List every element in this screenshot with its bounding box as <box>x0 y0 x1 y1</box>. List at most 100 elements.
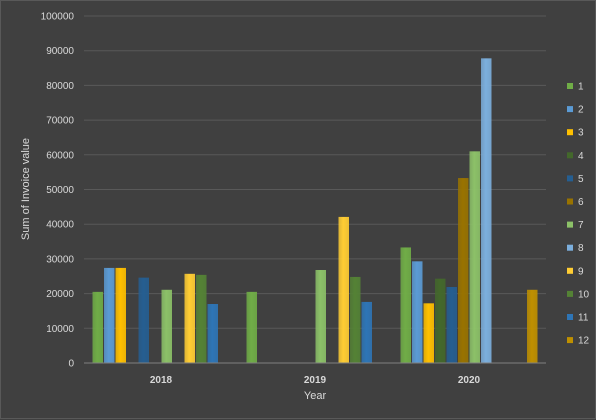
y-tick-label: 0 <box>68 359 74 370</box>
legend-swatch <box>567 337 573 344</box>
bar <box>161 289 172 363</box>
legend-label: 6 <box>578 197 584 208</box>
legend-item: 11 <box>567 313 589 324</box>
legend-label: 10 <box>578 289 590 300</box>
axes: 0 10000 20000 30000 40000 50000 60000 70000 8000… <box>41 12 546 386</box>
gridlines <box>84 15 546 329</box>
legend-item: 7 <box>567 220 584 231</box>
legend-label: 11 <box>578 313 589 324</box>
bar-rect <box>161 289 172 363</box>
legend-label: 9 <box>578 266 584 277</box>
bar-rect <box>207 304 218 363</box>
legend-swatch <box>567 106 573 113</box>
y-tick-label: 90000 <box>46 46 74 57</box>
legend-item: 9 <box>567 266 584 277</box>
legend-swatch <box>567 290 573 297</box>
y-tick-label: 50000 <box>46 185 74 196</box>
y-tick-label: 70000 <box>46 116 74 127</box>
bar <box>184 273 195 363</box>
bar <box>423 303 434 363</box>
legend-item: 1 <box>567 82 584 93</box>
legend-swatch <box>567 244 573 251</box>
legend-swatch <box>567 314 573 320</box>
bar <box>481 58 492 364</box>
legend-label: 12 <box>578 336 590 347</box>
bar-rect <box>469 151 480 363</box>
bar-rect <box>315 270 326 363</box>
x-tick-label: 2020 <box>458 375 481 386</box>
bar-rect <box>423 303 434 363</box>
bar-rect <box>246 291 257 363</box>
x-axis-title: Year <box>304 390 327 402</box>
legend-item: 6 <box>567 197 584 208</box>
bar <box>350 276 361 363</box>
x-tick-label: 2019 <box>304 375 327 386</box>
bar <box>207 304 218 363</box>
bar-rect <box>92 291 103 363</box>
legend-swatch <box>567 198 573 205</box>
legend-label: 7 <box>578 220 584 231</box>
bar-rect <box>458 178 469 363</box>
bar <box>400 247 411 363</box>
bars <box>92 58 538 364</box>
bar <box>196 274 207 363</box>
bar <box>338 216 349 363</box>
legend-item: 5 <box>567 174 584 185</box>
bar <box>469 151 480 363</box>
legend-swatch <box>567 152 573 159</box>
legend-label: 1 <box>578 82 584 93</box>
y-tick-label: 80000 <box>46 81 74 92</box>
bar-rect <box>138 277 149 363</box>
legend-label: 3 <box>578 128 584 139</box>
y-tick-label: 40000 <box>46 220 74 231</box>
legend-item: 2 <box>567 105 584 116</box>
bar-rect <box>184 273 195 363</box>
y-tick-label: 100000 <box>41 12 75 23</box>
bar <box>361 301 372 363</box>
y-tick-label: 10000 <box>46 324 74 335</box>
legend-swatch <box>567 267 573 274</box>
bar-rect <box>115 267 126 363</box>
bar <box>412 261 423 363</box>
bar-rect <box>361 301 372 363</box>
legend-label: 4 <box>578 151 584 162</box>
legend-label: 2 <box>578 105 584 116</box>
legend-swatch <box>567 221 573 228</box>
bar-rect <box>481 58 492 364</box>
y-tick-label: 60000 <box>46 150 74 161</box>
bar-rect <box>338 216 349 363</box>
bar <box>104 267 115 363</box>
legend-label: 8 <box>578 243 584 254</box>
bar-rect <box>196 274 207 363</box>
bar-rect <box>412 261 423 363</box>
y-axis-title: Sum of Invoice value <box>20 138 32 240</box>
bar-rect <box>527 289 538 363</box>
legend-label: 5 <box>578 174 584 185</box>
bar <box>446 287 457 363</box>
legend-item: 10 <box>567 289 590 300</box>
bar <box>115 267 126 363</box>
x-tick-label: 2018 <box>150 375 173 386</box>
bar <box>527 289 538 363</box>
legend-swatch <box>567 175 573 182</box>
legend-item: 12 <box>567 336 590 347</box>
bar <box>458 178 469 363</box>
bar <box>435 278 446 363</box>
y-tick-label: 20000 <box>46 289 74 300</box>
bar-rect <box>104 267 115 363</box>
legend-item: 4 <box>567 151 584 162</box>
legend-swatch <box>567 83 573 89</box>
bar-rect <box>350 276 361 363</box>
bar-rect <box>435 278 446 363</box>
bar <box>138 277 149 363</box>
bar-rect <box>400 247 411 363</box>
bar <box>246 291 257 363</box>
bar-rect <box>446 287 457 363</box>
legend-swatch <box>567 129 573 136</box>
y-tick-label: 30000 <box>46 254 74 265</box>
bar <box>92 291 103 363</box>
bar <box>315 270 326 363</box>
